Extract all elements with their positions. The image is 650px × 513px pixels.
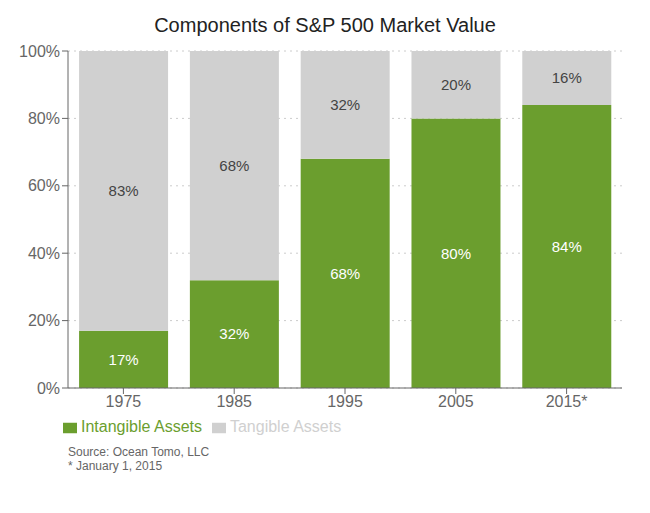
svg-text:0%: 0% bbox=[37, 380, 60, 397]
html-text:Intangible Assets: Intangible Assets bbox=[81, 418, 202, 435]
html-text:* January 1, 2015: * January 1, 2015 bbox=[68, 459, 163, 473]
svg-text:17%: 17% bbox=[109, 351, 139, 368]
svg-text:68%: 68% bbox=[219, 157, 249, 174]
svg-text:68%: 68% bbox=[330, 265, 360, 282]
svg-text:80%: 80% bbox=[441, 245, 471, 262]
svg-text:83%: 83% bbox=[109, 182, 139, 199]
svg-text:84%: 84% bbox=[552, 238, 582, 255]
svg-text:32%: 32% bbox=[330, 96, 360, 113]
svg-text:32%: 32% bbox=[219, 325, 249, 342]
html-text:Components of S&P 500 Market V: Components of S&P 500 Market Value bbox=[154, 14, 496, 36]
svg-text:20%: 20% bbox=[441, 76, 471, 93]
svg-text:1995: 1995 bbox=[327, 393, 363, 410]
svg-text:60%: 60% bbox=[28, 177, 60, 194]
svg-text:1975: 1975 bbox=[106, 393, 142, 410]
svg-text:1985: 1985 bbox=[216, 393, 252, 410]
svg-text:20%: 20% bbox=[28, 312, 60, 329]
svg-text:16%: 16% bbox=[552, 69, 582, 86]
html-text:Tangible Assets: Tangible Assets bbox=[230, 418, 342, 435]
svg-text:40%: 40% bbox=[28, 245, 60, 262]
svg-text:80%: 80% bbox=[28, 110, 60, 127]
html-text:Source: Ocean Tomo, LLC: Source: Ocean Tomo, LLC bbox=[68, 445, 210, 459]
svg-text:100%: 100% bbox=[19, 43, 60, 60]
svg-text:2015*: 2015* bbox=[546, 393, 588, 410]
svg-text:2005: 2005 bbox=[438, 393, 474, 410]
